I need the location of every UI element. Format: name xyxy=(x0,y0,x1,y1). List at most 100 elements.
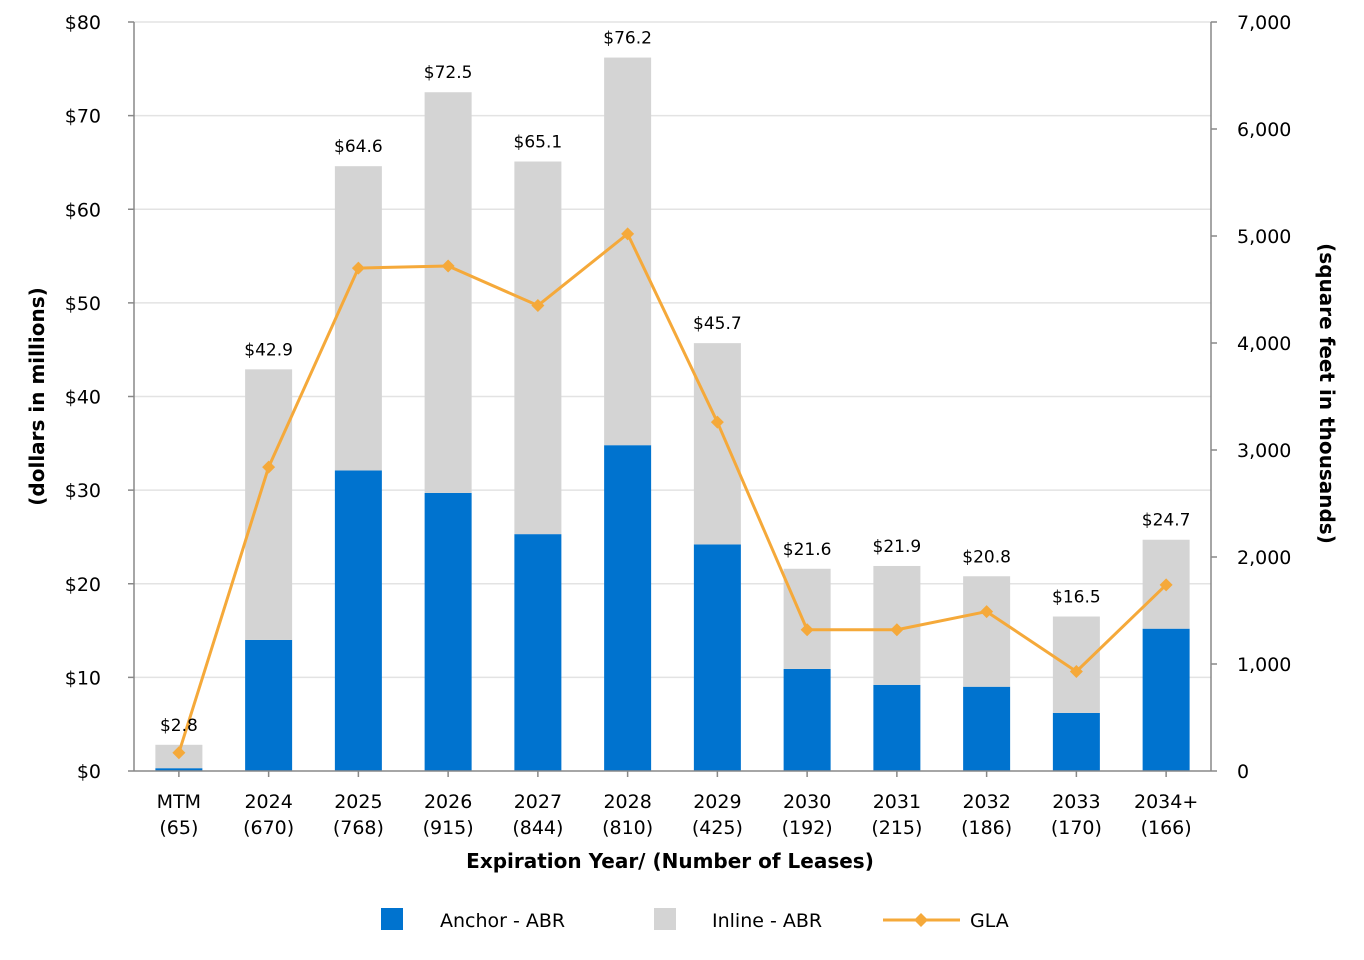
y-right-tick-label: 6,000 xyxy=(1237,119,1291,141)
x-tick-label: 2034+ xyxy=(1134,791,1198,813)
bar-anchor-abr xyxy=(334,470,382,771)
y-right-tick-label: 3,000 xyxy=(1237,440,1291,462)
x-tick-label: 2028 xyxy=(603,791,651,813)
bar-inline-abr xyxy=(783,568,831,669)
x-tick-lease-count: (844) xyxy=(512,817,563,839)
bar-anchor-abr xyxy=(424,492,472,771)
y-left-tick-label: $50 xyxy=(65,293,101,315)
bar-total-label: $21.9 xyxy=(873,537,922,557)
y-axis-right-title: (square feet in thousands) xyxy=(1315,243,1339,544)
bar-total-label: $65.1 xyxy=(514,133,563,153)
gla-point xyxy=(980,605,994,619)
x-tick-label: 2030 xyxy=(783,791,831,813)
bar-anchor-abr xyxy=(1052,712,1100,771)
bar-total-label: $72.5 xyxy=(424,63,473,83)
legend: Anchor - ABR Inline - ABR GLA xyxy=(381,908,1009,932)
x-tick-label: 2024 xyxy=(244,791,292,813)
gla-point xyxy=(441,259,455,273)
bar-anchor-abr xyxy=(783,668,831,771)
y-right-tick-label: 5,000 xyxy=(1237,226,1291,248)
bar-inline-abr xyxy=(604,57,652,446)
y-left-tick-label: $0 xyxy=(77,761,101,783)
bar-total-label: $20.8 xyxy=(962,547,1011,567)
x-tick-lease-count: (186) xyxy=(961,817,1012,839)
x-tick-label: 2025 xyxy=(334,791,382,813)
x-axis-title: Expiration Year/ (Number of Leases) xyxy=(466,849,874,873)
y-right-tick-label: 2,000 xyxy=(1237,547,1291,569)
x-tick-lease-count: (425) xyxy=(692,817,743,839)
x-tick-lease-count: (915) xyxy=(423,817,474,839)
x-tick-label: MTM xyxy=(157,791,201,813)
x-tick-label: 2033 xyxy=(1052,791,1100,813)
y-axis-left-title: (dollars in millions) xyxy=(25,287,49,505)
labels: $0 $10 $20 $30 $40 $50 $60 $70 $80 0 1,000 2,000 3,0… xyxy=(65,12,1292,839)
gla-point xyxy=(890,623,904,637)
bar-anchor-abr xyxy=(514,534,562,771)
y-right-tick-label: 0 xyxy=(1237,761,1249,783)
bar-total-label: $2.8 xyxy=(160,716,198,736)
gla-point xyxy=(710,415,724,429)
legend-swatch-anchor xyxy=(381,908,403,930)
gla-point xyxy=(1159,578,1173,592)
x-tick-label: 2027 xyxy=(514,791,562,813)
x-tick-lease-count: (65) xyxy=(159,817,198,839)
gridlines xyxy=(134,21,1211,679)
legend-swatch-gla-marker xyxy=(914,913,928,927)
x-tick-lease-count: (215) xyxy=(871,817,922,839)
x-tick-lease-count: (170) xyxy=(1051,817,1102,839)
bar-total-label: $64.6 xyxy=(334,137,383,157)
bar-anchor-abr xyxy=(155,768,203,771)
bar-anchor-abr xyxy=(873,684,921,771)
x-tick-label: 2029 xyxy=(693,791,741,813)
x-tick-lease-count: (166) xyxy=(1141,817,1192,839)
y-right-tick-label: 1,000 xyxy=(1237,654,1291,676)
y-left-tick-label: $70 xyxy=(65,106,101,128)
gla-line-series xyxy=(172,227,1173,760)
x-tick-label: 2031 xyxy=(873,791,921,813)
bar-total-label: $16.5 xyxy=(1052,588,1101,608)
bar-inline-abr xyxy=(693,343,741,545)
gla-point xyxy=(621,227,635,241)
bar-anchor-abr xyxy=(245,639,293,771)
bar-total-label: $45.7 xyxy=(693,314,742,334)
bar-total-label: $21.6 xyxy=(783,540,832,560)
bar-anchor-abr xyxy=(604,445,652,771)
y-left-tick-label: $10 xyxy=(65,667,101,689)
y-left-tick-label: $30 xyxy=(65,480,101,502)
gla-point xyxy=(351,261,365,275)
bar-inline-abr xyxy=(1052,616,1100,713)
bar-total-label: $76.2 xyxy=(603,29,652,49)
bar-inline-abr xyxy=(514,161,562,535)
legend-label-gla: GLA xyxy=(970,910,1009,932)
x-tick-lease-count: (768) xyxy=(333,817,384,839)
y-left-tick-label: $40 xyxy=(65,387,101,409)
gla-point xyxy=(531,299,545,313)
y-left-tick-label: $20 xyxy=(65,574,101,596)
bar-inline-abr xyxy=(963,576,1011,687)
gla-point xyxy=(262,460,276,474)
legend-label-anchor: Anchor - ABR xyxy=(440,910,565,932)
legend-swatch-inline xyxy=(654,908,676,930)
gla-line-path xyxy=(177,232,1168,754)
bar-inline-abr xyxy=(245,369,293,640)
gla-point xyxy=(800,623,814,637)
bar-anchor-abr xyxy=(693,544,741,771)
x-tick-lease-count: (810) xyxy=(602,817,653,839)
y-left-tick-label: $80 xyxy=(65,12,101,34)
x-tick-label: 2032 xyxy=(962,791,1010,813)
bar-inline-abr xyxy=(334,166,382,471)
y-right-tick-label: 7,000 xyxy=(1237,12,1291,34)
bar-anchor-abr xyxy=(1142,628,1190,771)
x-tick-lease-count: (670) xyxy=(243,817,294,839)
gla-point xyxy=(172,746,186,760)
gla-point xyxy=(1069,664,1083,678)
bar-total-label: $24.7 xyxy=(1142,511,1191,531)
legend-label-inline: Inline - ABR xyxy=(712,910,822,932)
y-right-tick-label: 4,000 xyxy=(1237,333,1291,355)
bar-inline-abr xyxy=(424,92,472,493)
y-left-tick-label: $60 xyxy=(65,199,101,221)
x-tick-label: 2026 xyxy=(424,791,472,813)
bars xyxy=(155,57,1190,771)
x-tick-lease-count: (192) xyxy=(782,817,833,839)
